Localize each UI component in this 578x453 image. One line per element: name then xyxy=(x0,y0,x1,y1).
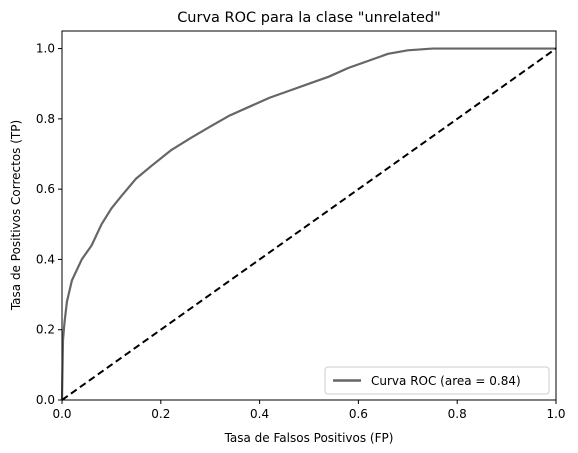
series-layer xyxy=(60,47,557,401)
y-tick-label: 0.0 xyxy=(36,393,55,407)
y-axis: 0.0 0.2 0.4 0.6 0.8 1.0 xyxy=(36,42,62,407)
legend: Curva ROC (area = 0.84) xyxy=(324,366,550,395)
x-axis: 0.0 0.2 0.4 0.6 0.8 1.0 xyxy=(52,400,566,421)
x-tick-label: 0.2 xyxy=(151,407,170,421)
legend-label-roc: Curva ROC (area = 0.84) xyxy=(371,374,521,388)
plot-area xyxy=(62,31,556,400)
y-axis-label: Tasa de Positivos Correctos (TP) xyxy=(9,120,23,311)
y-tick-label: 0.8 xyxy=(36,112,55,126)
x-axis-label: Tasa de Falsos Positivos (FP) xyxy=(224,431,394,445)
y-tick-label: 0.2 xyxy=(36,323,55,337)
x-tick-label: 0.0 xyxy=(52,407,71,421)
chance-diagonal-line xyxy=(61,47,557,401)
legend-box xyxy=(324,366,550,395)
chart-title: Curva ROC para la clase "unrelated" xyxy=(177,10,441,26)
x-tick-label: 0.6 xyxy=(349,407,368,421)
roc-curve-line xyxy=(60,47,556,401)
y-tick-label: 0.6 xyxy=(36,182,55,196)
x-tick-label: 0.8 xyxy=(448,407,467,421)
plot-frame xyxy=(61,30,557,401)
y-tick-label: 1.0 xyxy=(36,42,55,56)
y-tick-label: 0.4 xyxy=(36,252,55,266)
x-tick-label: 0.4 xyxy=(250,407,269,421)
x-tick-label: 1.0 xyxy=(546,407,565,421)
